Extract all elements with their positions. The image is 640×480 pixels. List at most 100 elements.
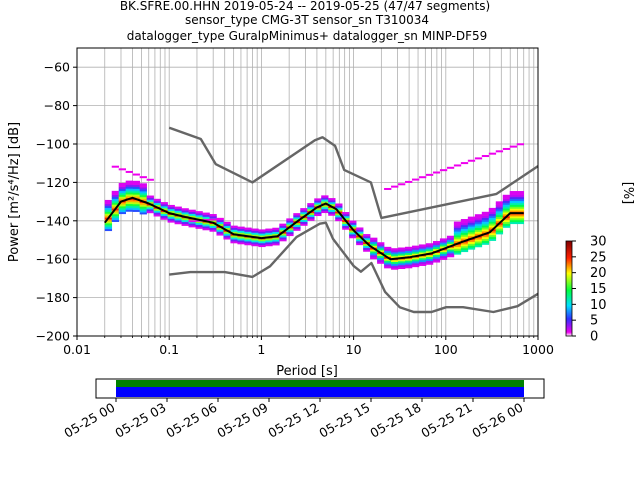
heat-cell: [467, 247, 476, 250]
heat-cell: [446, 235, 455, 239]
heat-cell: [467, 228, 476, 231]
heat-cell: [349, 226, 357, 229]
heat-cell: [216, 231, 224, 234]
heat-cell: [279, 223, 287, 226]
heat-cell: [153, 204, 161, 207]
heat-cell: [223, 235, 231, 238]
heat-cell: [495, 232, 504, 235]
heat-cell-tail: [453, 164, 462, 167]
heat-cell: [307, 206, 315, 210]
heat-cell: [377, 248, 385, 251]
heat-cell: [293, 218, 301, 222]
heat-cell: [181, 213, 189, 217]
heat-cell: [384, 248, 392, 252]
heat-cell: [293, 228, 301, 231]
heat-cell: [488, 223, 497, 226]
heat-cell: [398, 253, 406, 256]
heat-cell: [363, 245, 371, 248]
heat-cell: [460, 234, 469, 237]
y-axis-label: Power [m²/s⁴/Hz] [dB]: [7, 122, 22, 262]
heat-cell: [446, 251, 455, 254]
heat-cell: [460, 222, 469, 226]
heat-cell: [188, 223, 196, 226]
heat-cell: [481, 229, 490, 232]
heat-cell: [146, 205, 154, 208]
heat-cell: [460, 226, 469, 230]
heat-cell: [111, 215, 120, 219]
heat-cell: [474, 219, 483, 223]
heat-cell: [209, 223, 217, 226]
heat-cell: [300, 219, 308, 222]
heat-cell: [377, 257, 385, 260]
heat-cell-tail: [509, 145, 518, 148]
heat-cell: [467, 233, 476, 237]
heat-cell: [432, 260, 441, 263]
heat-cell: [509, 219, 518, 223]
heat-cell: [509, 202, 518, 205]
heat-cell: [356, 240, 364, 244]
heat-cell: [244, 241, 252, 244]
heat-cell: [300, 210, 308, 213]
heat-cell: [125, 195, 133, 199]
heat-cell: [237, 241, 245, 245]
y-tick-label: −100: [36, 137, 70, 152]
date-tick-label: 05-25 00: [61, 400, 117, 441]
heat-cell: [481, 227, 490, 230]
heat-cell: [509, 192, 518, 196]
heat-cell: [328, 209, 336, 212]
heat-cell: [153, 210, 161, 213]
heat-cell: [139, 212, 147, 215]
heat-cell: [202, 214, 210, 217]
heat-cell: [356, 233, 364, 236]
heat-cell: [111, 192, 120, 196]
heat-cell: [125, 190, 133, 193]
heat-cell: [132, 180, 140, 184]
heat-cell: [384, 246, 392, 250]
heat-cell: [321, 206, 329, 210]
heat-cell: [132, 192, 140, 195]
heat-cell: [432, 254, 441, 257]
heat-cell: [286, 220, 294, 223]
heat-cell: [516, 196, 525, 200]
heat-cell: [502, 196, 511, 200]
heat-cell: [363, 249, 371, 252]
heat-cell: [363, 234, 371, 237]
heat-cell: [188, 215, 196, 218]
heat-cell: [405, 248, 413, 252]
heat-cell: [104, 224, 113, 228]
heat-cell: [118, 182, 127, 186]
heat-cell: [111, 200, 120, 203]
heat-cell-tail: [488, 152, 497, 155]
heat-cell: [160, 217, 168, 220]
heat-cell: [202, 226, 210, 229]
x-tick-label: 10: [346, 342, 362, 357]
heat-cell: [391, 252, 399, 255]
heat-cell: [502, 223, 511, 226]
heat-cell: [216, 219, 224, 223]
heat-cell: [488, 211, 497, 215]
low-noise-model-line: [169, 221, 539, 314]
heat-cell: [411, 245, 420, 248]
heat-cell: [258, 229, 266, 232]
heat-cell: [509, 204, 518, 207]
heat-cell: [495, 214, 504, 218]
heat-cell: [453, 236, 462, 240]
heat-cell: [230, 225, 238, 228]
heat-cell: [439, 244, 448, 247]
heat-cell: [111, 204, 120, 207]
heat-cell: [460, 238, 469, 241]
heat-cell: [363, 237, 371, 241]
heat-cell: [495, 228, 504, 231]
heat-cell: [439, 253, 448, 257]
y-tick-label: −180: [36, 290, 70, 305]
heat-cell: [488, 219, 497, 222]
heat-cell: [467, 222, 476, 225]
heat-cell: [146, 207, 154, 210]
heat-cell: [418, 255, 427, 259]
heat-cell: [509, 206, 518, 209]
heat-cell: [502, 204, 511, 207]
heat-cell: [363, 235, 371, 239]
heat-cell: [405, 262, 413, 265]
